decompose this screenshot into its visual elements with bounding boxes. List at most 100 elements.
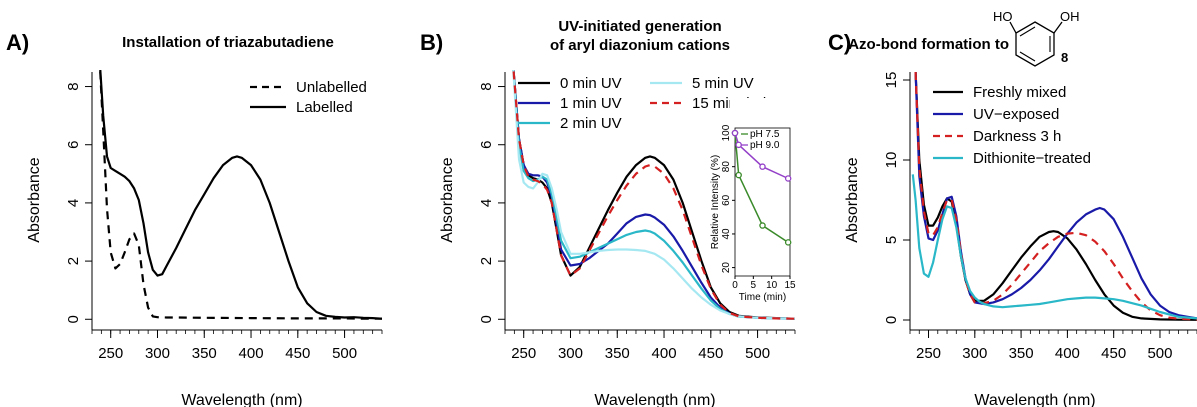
panel-b-legend-label: 1 min UV xyxy=(560,95,622,112)
inset-series-line xyxy=(734,132,789,180)
panel-c-series-line xyxy=(911,174,1197,320)
panel-b-x-tick-label: 500 xyxy=(745,345,770,362)
panel-a-x-tick-label: 450 xyxy=(285,345,310,362)
inset-x-tick-label: 15 xyxy=(784,280,796,291)
panel-b-legend-label: 2 min UV xyxy=(560,115,622,132)
panel-b-title-line-2: of aryl diazonium cations xyxy=(550,37,730,54)
panel-c-y-tick-label: 0 xyxy=(883,316,900,324)
panel-c-x-tick-label: 500 xyxy=(1147,345,1172,362)
panel-c-series-line xyxy=(914,71,1197,320)
panel-a-x-tick-label: 400 xyxy=(239,345,264,362)
inset-series-line xyxy=(734,132,789,244)
panel-b-y-tick-label: 8 xyxy=(478,82,495,90)
panel-c-legend-label: Darkness 3 h xyxy=(973,128,1061,145)
inset-data-point xyxy=(735,141,742,149)
inset-data-point xyxy=(784,175,792,182)
panel-c-series-group xyxy=(911,71,1197,321)
inset-data-point xyxy=(759,222,766,229)
inset-y-tick-label: 40 xyxy=(721,228,732,240)
compound-number: 8 xyxy=(1061,50,1068,65)
panel-c-x-axis-title: Wavelength (nm) xyxy=(974,392,1095,407)
panel-c-letter: C) xyxy=(828,30,851,55)
panel-a-x-axis-title: Wavelength (nm) xyxy=(181,392,302,407)
panel-c-legend-label: Dithionite−treated xyxy=(973,150,1091,167)
panel-b-y-tick-label: 2 xyxy=(478,257,495,265)
panel-c-plot: 250 300 350 400 450 500 0 5 10 15 Wavelength (nm) A… xyxy=(844,72,1197,407)
panel-b-legend-label: 5 min UV xyxy=(692,75,754,92)
hydroxyl-label-right: OH xyxy=(1060,9,1080,24)
hydroxyl-label-left: HO xyxy=(993,9,1013,24)
panel-c-x-tick-label: 350 xyxy=(1009,345,1034,362)
panel-c-x-tick-label: 450 xyxy=(1101,345,1126,362)
panel-a-x-tick-label: 250 xyxy=(98,345,123,362)
panel-b-x-axis-title: Wavelength (nm) xyxy=(594,392,715,407)
panel-a-legend: Unlabelled Labelled xyxy=(250,79,367,116)
inset-x-tick-label: 5 xyxy=(751,280,757,291)
panel-c-y-tick-label: 10 xyxy=(883,152,900,169)
inset-y-axis-title: Relative Intensity (%) xyxy=(710,155,721,249)
panel-b-x-tick-label: 300 xyxy=(558,345,583,362)
panel-c-y-tick-label: 5 xyxy=(883,236,900,244)
inset-legend-label: pH 9.0 xyxy=(750,140,780,151)
panel-a-letter: A) xyxy=(6,30,29,55)
inset-x-tick-label: 10 xyxy=(766,280,778,291)
panel-b-title-line-1: UV-initiated generation xyxy=(558,18,721,35)
ring-double-bond-1 xyxy=(1019,26,1036,37)
ring-double-bond-3 xyxy=(1019,51,1036,62)
panel-a-series-line xyxy=(99,70,382,320)
inset-y-tick-label: 60 xyxy=(721,194,732,206)
panel-a-x-tick-label: 300 xyxy=(145,345,170,362)
panel-a-y-axis-title: Absorbance xyxy=(26,157,43,242)
panel-c-legend: Freshly mixed UV−exposed Darkness 3 h Dithi… xyxy=(933,84,1091,167)
panel-c-series-line xyxy=(914,71,1197,321)
panel-a-y-tick-label: 0 xyxy=(65,315,82,323)
inset-x-axis-title: Time (min) xyxy=(739,292,786,303)
benzene-ring xyxy=(1015,21,1055,67)
panel-a-series-group xyxy=(99,70,382,320)
inset-data-point xyxy=(784,239,792,246)
panel-b-x-tick-label: 350 xyxy=(605,345,630,362)
inset-y-tick-label: 20 xyxy=(721,262,732,274)
panel-b-legend-label: 0 min UV xyxy=(560,75,622,92)
compound-8-structure: HO OH 8 xyxy=(993,9,1080,67)
panel-a-series-line xyxy=(99,70,382,320)
inset-plot: 0 5 10 15 20 40 60 80 100 Time (min) Relative Inte… xyxy=(710,98,796,303)
inset-background xyxy=(730,98,795,301)
inset-data-point xyxy=(735,171,742,179)
inset-legend-label: pH 7.5 xyxy=(750,129,780,140)
panel-b-series-group xyxy=(512,70,795,320)
panel-b-x-tick-label: 250 xyxy=(511,345,536,362)
inset-frame xyxy=(734,127,791,277)
inset-x-tick-label: 0 xyxy=(732,280,738,291)
panel-c-x-tick-label: 250 xyxy=(916,345,941,362)
panel-b-series-line xyxy=(512,70,795,320)
inset-data-point xyxy=(731,129,739,137)
panel-a-legend-label: Labelled xyxy=(296,99,353,116)
panel-a-y-tick-label: 8 xyxy=(65,82,82,90)
panel-b-y-tick-label: 0 xyxy=(478,315,495,323)
panel-a-plot: 250 300 350 400 450 500 0 2 4 6 8 Wavelength (nm) Ab… xyxy=(26,70,383,407)
bond-left-oh xyxy=(1009,21,1017,34)
panel-c-y-axis-title: Absorbance xyxy=(844,157,861,242)
panel-c-x-tick-label: 300 xyxy=(962,345,987,362)
panel-a-y-tick-label: 2 xyxy=(65,257,82,265)
panel-b-x-tick-label: 450 xyxy=(698,345,723,362)
panel-a-y-tick-label: 4 xyxy=(65,199,82,207)
bond-right-oh xyxy=(1053,21,1063,34)
panel-c-legend-label: UV−exposed xyxy=(973,106,1059,123)
panel-b-series-line xyxy=(512,70,795,320)
panel-c-y-tick-label: 15 xyxy=(883,72,900,89)
panel-c-title: Azo-bond formation to xyxy=(848,36,1009,53)
panel-b-y-tick-label: 6 xyxy=(478,141,495,149)
panel-a-x-tick-label: 500 xyxy=(332,345,357,362)
panel-a-x-tick-label: 350 xyxy=(192,345,217,362)
panel-b-y-axis-title: Absorbance xyxy=(439,157,456,242)
panel-b-letter: B) xyxy=(420,30,443,55)
panel-a-legend-label: Unlabelled xyxy=(296,79,367,96)
panel-a-title: Installation of triazabutadiene xyxy=(122,34,334,51)
panel-c-x-tick-label: 400 xyxy=(1055,345,1080,362)
panel-b-x-tick-label: 400 xyxy=(652,345,677,362)
inset-y-tick-label: 100 xyxy=(721,124,732,141)
